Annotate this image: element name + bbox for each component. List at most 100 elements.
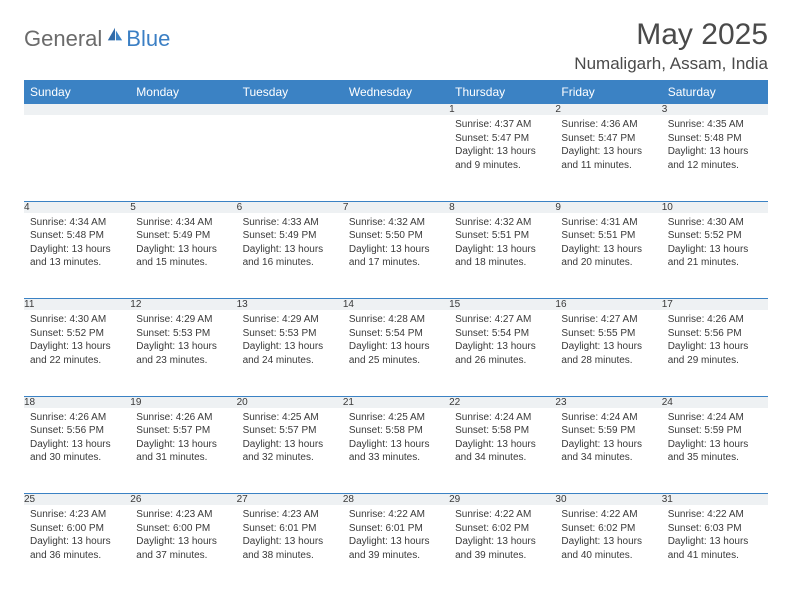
- day-number-cell: 15: [449, 299, 555, 311]
- weekday-header: Tuesday: [237, 80, 343, 104]
- sunset-text: Sunset: 5:55 PM: [561, 327, 655, 341]
- day-number-cell: 1: [449, 104, 555, 115]
- sunrise-text: Sunrise: 4:22 AM: [668, 508, 762, 522]
- day-body-cell: Sunrise: 4:27 AMSunset: 5:55 PMDaylight:…: [555, 310, 661, 396]
- sunrise-text: Sunrise: 4:26 AM: [668, 313, 762, 327]
- day-number-cell: 19: [130, 396, 236, 408]
- daylight-text: Daylight: 13 hours and 33 minutes.: [349, 438, 443, 465]
- sunrise-text: Sunrise: 4:25 AM: [349, 411, 443, 425]
- sunset-text: Sunset: 5:56 PM: [668, 327, 762, 341]
- day-body-cell: Sunrise: 4:26 AMSunset: 5:56 PMDaylight:…: [662, 310, 768, 396]
- weekday-header: Monday: [130, 80, 236, 104]
- sunset-text: Sunset: 6:02 PM: [561, 522, 655, 536]
- day-body-cell: Sunrise: 4:27 AMSunset: 5:54 PMDaylight:…: [449, 310, 555, 396]
- sunset-text: Sunset: 6:00 PM: [30, 522, 124, 536]
- daylight-text: Daylight: 13 hours and 20 minutes.: [561, 243, 655, 270]
- sunrise-text: Sunrise: 4:27 AM: [455, 313, 549, 327]
- day-body-cell: Sunrise: 4:25 AMSunset: 5:57 PMDaylight:…: [237, 408, 343, 494]
- daylight-text: Daylight: 13 hours and 23 minutes.: [136, 340, 230, 367]
- day-number-cell: 16: [555, 299, 661, 311]
- day-number-cell: 23: [555, 396, 661, 408]
- sunset-text: Sunset: 5:59 PM: [561, 424, 655, 438]
- location-text: Numaligarh, Assam, India: [574, 54, 768, 74]
- daylight-text: Daylight: 13 hours and 36 minutes.: [30, 535, 124, 562]
- brand-part1: General: [24, 26, 102, 52]
- daylight-text: Daylight: 13 hours and 32 minutes.: [243, 438, 337, 465]
- day-number-cell: 29: [449, 494, 555, 506]
- daylight-text: Daylight: 13 hours and 24 minutes.: [243, 340, 337, 367]
- day-body-cell: [130, 115, 236, 201]
- day-body-cell: Sunrise: 4:22 AMSunset: 6:01 PMDaylight:…: [343, 505, 449, 591]
- month-title: May 2025: [574, 18, 768, 52]
- day-body-cell: Sunrise: 4:32 AMSunset: 5:50 PMDaylight:…: [343, 213, 449, 299]
- sunrise-text: Sunrise: 4:22 AM: [561, 508, 655, 522]
- sunset-text: Sunset: 5:54 PM: [349, 327, 443, 341]
- day-number-row: 25262728293031: [24, 494, 768, 506]
- sunrise-text: Sunrise: 4:32 AM: [349, 216, 443, 230]
- day-number-cell: 7: [343, 201, 449, 213]
- day-body-cell: Sunrise: 4:24 AMSunset: 5:59 PMDaylight:…: [555, 408, 661, 494]
- day-number-cell: [130, 104, 236, 115]
- sunrise-text: Sunrise: 4:35 AM: [668, 118, 762, 132]
- daylight-text: Daylight: 13 hours and 13 minutes.: [30, 243, 124, 270]
- daylight-text: Daylight: 13 hours and 28 minutes.: [561, 340, 655, 367]
- day-body-cell: Sunrise: 4:23 AMSunset: 6:00 PMDaylight:…: [24, 505, 130, 591]
- sunrise-text: Sunrise: 4:23 AM: [30, 508, 124, 522]
- sunrise-text: Sunrise: 4:34 AM: [30, 216, 124, 230]
- daylight-text: Daylight: 13 hours and 37 minutes.: [136, 535, 230, 562]
- day-number-cell: 25: [24, 494, 130, 506]
- sunset-text: Sunset: 5:54 PM: [455, 327, 549, 341]
- daylight-text: Daylight: 13 hours and 17 minutes.: [349, 243, 443, 270]
- sunset-text: Sunset: 5:49 PM: [136, 229, 230, 243]
- day-number-cell: 21: [343, 396, 449, 408]
- sunrise-text: Sunrise: 4:24 AM: [561, 411, 655, 425]
- daylight-text: Daylight: 13 hours and 15 minutes.: [136, 243, 230, 270]
- calendar-table: Sunday Monday Tuesday Wednesday Thursday…: [24, 80, 768, 591]
- sunset-text: Sunset: 5:58 PM: [349, 424, 443, 438]
- sunrise-text: Sunrise: 4:25 AM: [243, 411, 337, 425]
- sunrise-text: Sunrise: 4:26 AM: [136, 411, 230, 425]
- daylight-text: Daylight: 13 hours and 40 minutes.: [561, 535, 655, 562]
- day-body-cell: Sunrise: 4:31 AMSunset: 5:51 PMDaylight:…: [555, 213, 661, 299]
- day-body-cell: Sunrise: 4:23 AMSunset: 6:00 PMDaylight:…: [130, 505, 236, 591]
- day-number-cell: 5: [130, 201, 236, 213]
- sunrise-text: Sunrise: 4:28 AM: [349, 313, 443, 327]
- day-number-cell: 11: [24, 299, 130, 311]
- weekday-header: Thursday: [449, 80, 555, 104]
- day-body-row: Sunrise: 4:34 AMSunset: 5:48 PMDaylight:…: [24, 213, 768, 299]
- sunset-text: Sunset: 5:53 PM: [136, 327, 230, 341]
- brand-part2: Blue: [126, 26, 170, 52]
- sunrise-text: Sunrise: 4:22 AM: [455, 508, 549, 522]
- sunset-text: Sunset: 5:47 PM: [561, 132, 655, 146]
- day-number-cell: [343, 104, 449, 115]
- sunset-text: Sunset: 5:57 PM: [243, 424, 337, 438]
- day-number-cell: 2: [555, 104, 661, 115]
- daylight-text: Daylight: 13 hours and 41 minutes.: [668, 535, 762, 562]
- day-body-cell: Sunrise: 4:22 AMSunset: 6:03 PMDaylight:…: [662, 505, 768, 591]
- sunset-text: Sunset: 5:51 PM: [455, 229, 549, 243]
- sunrise-text: Sunrise: 4:23 AM: [243, 508, 337, 522]
- day-body-cell: Sunrise: 4:23 AMSunset: 6:01 PMDaylight:…: [237, 505, 343, 591]
- day-body-row: Sunrise: 4:37 AMSunset: 5:47 PMDaylight:…: [24, 115, 768, 201]
- sunrise-text: Sunrise: 4:27 AM: [561, 313, 655, 327]
- day-body-cell: Sunrise: 4:22 AMSunset: 6:02 PMDaylight:…: [555, 505, 661, 591]
- sunset-text: Sunset: 5:48 PM: [30, 229, 124, 243]
- sunset-text: Sunset: 5:56 PM: [30, 424, 124, 438]
- brand-sail-icon: [106, 26, 124, 44]
- day-number-cell: 4: [24, 201, 130, 213]
- sunset-text: Sunset: 6:03 PM: [668, 522, 762, 536]
- day-body-cell: Sunrise: 4:33 AMSunset: 5:49 PMDaylight:…: [237, 213, 343, 299]
- daylight-text: Daylight: 13 hours and 22 minutes.: [30, 340, 124, 367]
- sunset-text: Sunset: 5:50 PM: [349, 229, 443, 243]
- day-body-cell: Sunrise: 4:34 AMSunset: 5:49 PMDaylight:…: [130, 213, 236, 299]
- day-body-cell: Sunrise: 4:37 AMSunset: 5:47 PMDaylight:…: [449, 115, 555, 201]
- sunrise-text: Sunrise: 4:36 AM: [561, 118, 655, 132]
- day-number-cell: 13: [237, 299, 343, 311]
- daylight-text: Daylight: 13 hours and 39 minutes.: [349, 535, 443, 562]
- day-body-cell: Sunrise: 4:24 AMSunset: 5:59 PMDaylight:…: [662, 408, 768, 494]
- sunrise-text: Sunrise: 4:34 AM: [136, 216, 230, 230]
- day-body-cell: Sunrise: 4:34 AMSunset: 5:48 PMDaylight:…: [24, 213, 130, 299]
- daylight-text: Daylight: 13 hours and 16 minutes.: [243, 243, 337, 270]
- weekday-header: Sunday: [24, 80, 130, 104]
- day-number-row: 123: [24, 104, 768, 115]
